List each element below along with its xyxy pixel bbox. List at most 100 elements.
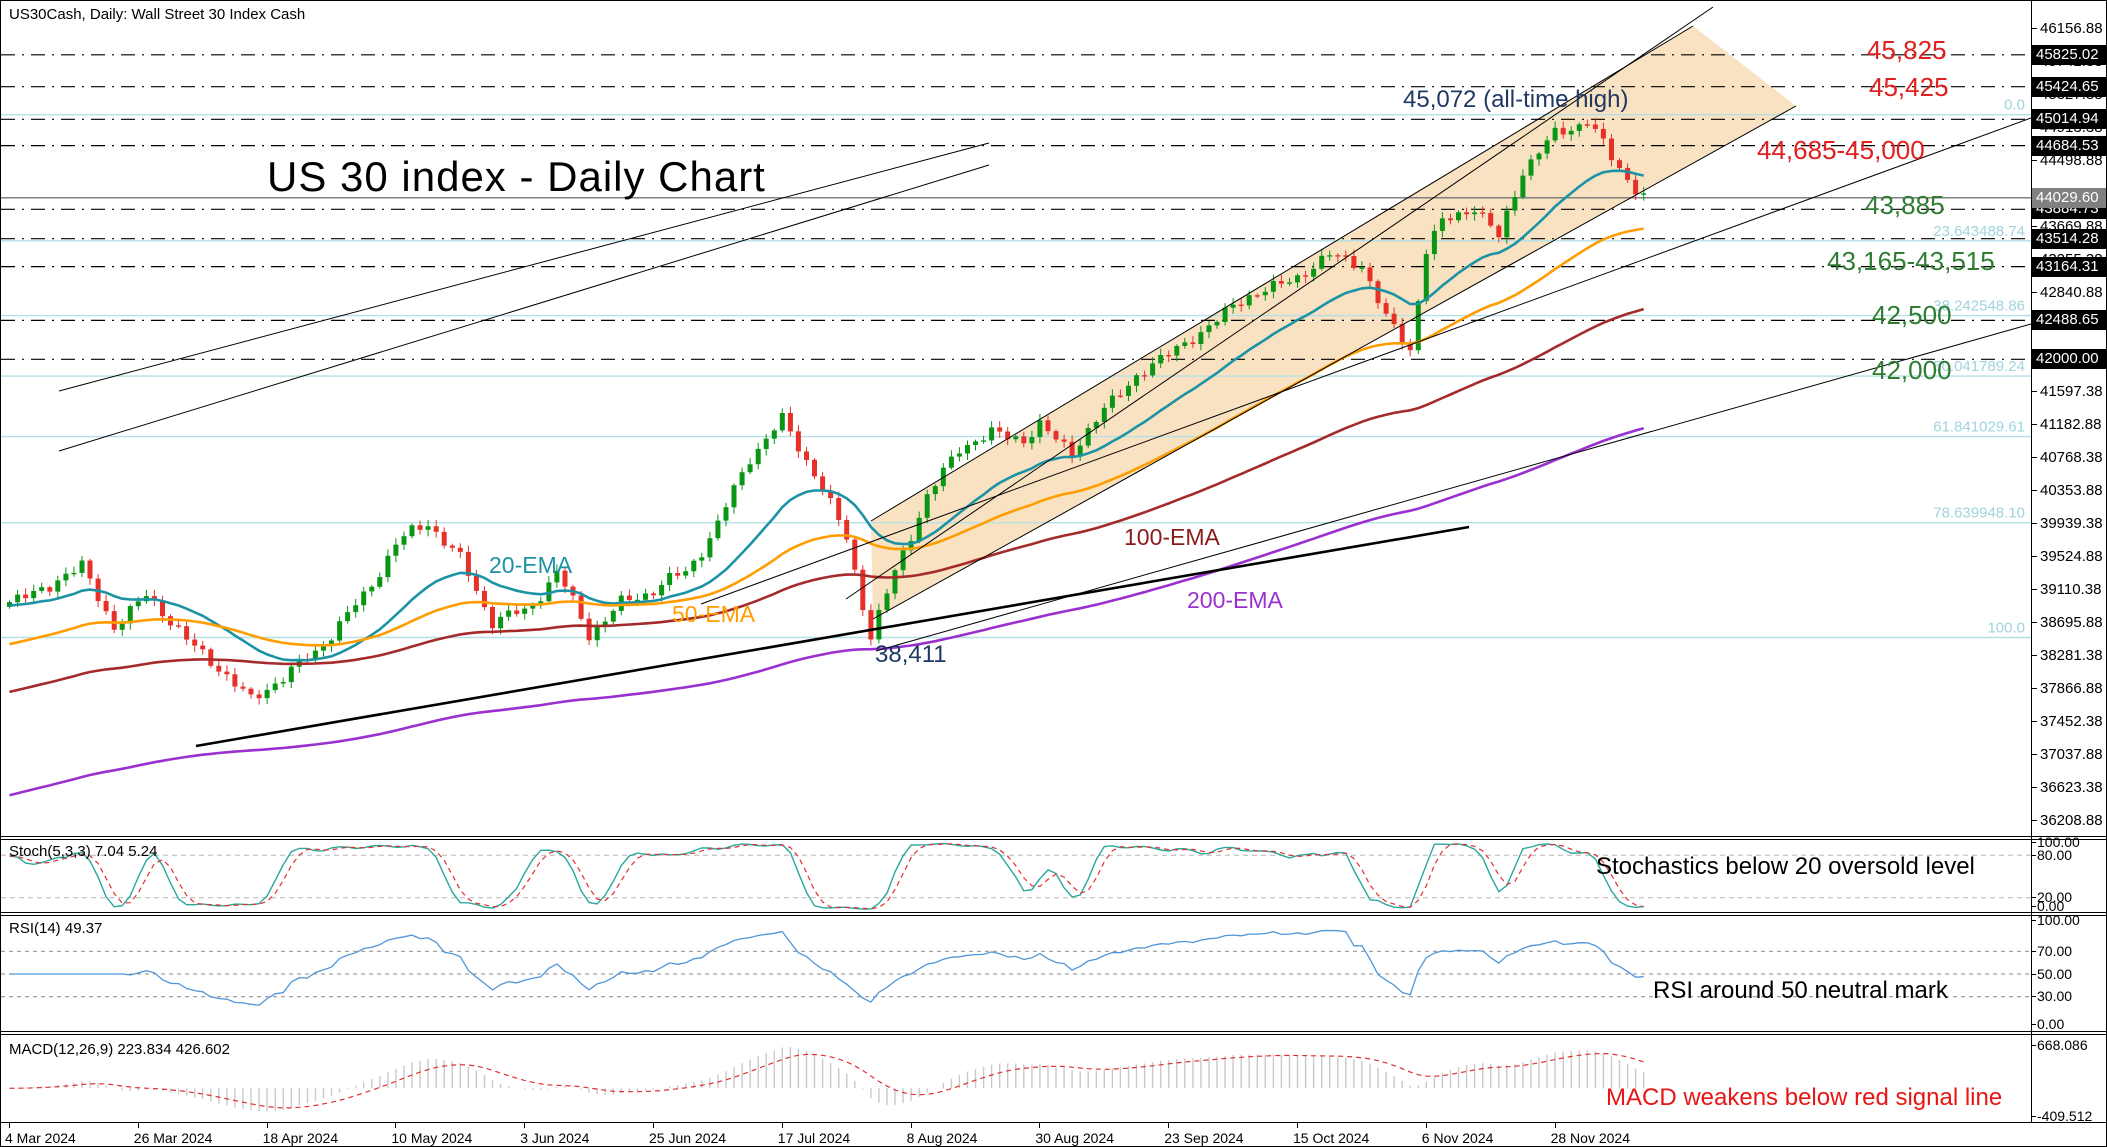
trendline[interactable] [58, 164, 990, 452]
price-tick-mark [2031, 754, 2037, 755]
trendline[interactable] [875, 323, 2031, 652]
stoch-scale-tick [2031, 855, 2036, 856]
stochastic-panel[interactable] [1, 841, 2031, 912]
rsi-line [9, 929, 1644, 1006]
price-tick-mark [2031, 226, 2037, 227]
price-badge: 45825.02 [2032, 45, 2106, 65]
fib-level-label: 50.041789.24 [1933, 358, 2025, 375]
stoch-d-line [9, 843, 1644, 910]
trendline[interactable] [870, 25, 1694, 522]
date-tick [267, 1123, 268, 1128]
price-badge: 44684.53 [2032, 136, 2106, 156]
fib-level-label: 78.639948.10 [1933, 505, 2025, 522]
date-tick [1426, 1123, 1427, 1128]
rsi-scale-tick [2031, 1024, 2036, 1025]
rsi-scale-tick [2031, 996, 2036, 997]
macd-panel[interactable] [1, 1036, 2031, 1122]
price-tick-mark [2031, 721, 2037, 722]
macd-histogram [16, 1047, 1645, 1112]
date-tick [9, 1123, 10, 1128]
panel-separator[interactable] [1, 836, 2106, 840]
ema50-label: 50-EMA [672, 601, 756, 627]
fib-level-label: 100.0 [1987, 620, 2025, 637]
rsi-panel-label: RSI(14) 49.37 [9, 920, 103, 937]
price-tick-mark [2031, 556, 2037, 557]
ema20-label: 20-EMA [489, 552, 573, 578]
price-tick-label: 36623.38 [2040, 779, 2103, 796]
price-badge: 45424.65 [2032, 77, 2106, 97]
macd-scale-label: -409.512 [2037, 1108, 2093, 1124]
main-price-chart[interactable]: 0.0 23.643488.74 38.242548.86 50.041789.24 6… [1, 1, 2031, 837]
current-price-badge: 44029.60 [2032, 188, 2106, 208]
price-tick-mark [2031, 457, 2037, 458]
price-tick-label: 39939.38 [2040, 515, 2103, 532]
trendline[interactable] [58, 142, 990, 392]
stoch-scale-label: 20.00 [2037, 889, 2073, 905]
price-tick-mark [2031, 820, 2037, 821]
price-axis-line [2031, 1, 2032, 1122]
price-tick-label: 37452.38 [2040, 713, 2103, 730]
date-label: 10 May 2024 [391, 1130, 473, 1146]
resistance-label-44685-45000: 44,685-45,000 [1757, 135, 1925, 165]
price-tick-mark [2031, 688, 2037, 689]
date-tick [524, 1123, 525, 1128]
all-time-high-annotation: 45,072 (all-time high) [1403, 86, 1629, 113]
date-tick [1039, 1123, 1040, 1128]
price-tick-mark [2031, 523, 2037, 524]
panel-separator[interactable] [1, 1031, 2106, 1035]
date-tick [911, 1123, 912, 1128]
stoch-scale-tick [2031, 897, 2036, 898]
stoch-scale-label: 0.00 [2037, 898, 2065, 914]
time-axis-line [1, 1122, 2106, 1123]
ema100-line [9, 307, 1645, 694]
date-label: 28 Nov 2024 [1550, 1130, 1630, 1146]
rsi-scale-tick [2031, 974, 2036, 975]
price-tick-mark [2031, 655, 2037, 656]
price-tick-label: 38695.88 [2040, 614, 2103, 631]
price-tick-mark [2031, 391, 2037, 392]
fib-level-label: 61.841029.61 [1933, 419, 2025, 436]
macd-note: MACD weakens below red signal line [1606, 1084, 2003, 1111]
date-label: 15 Oct 2024 [1293, 1130, 1370, 1146]
date-tick [653, 1123, 654, 1128]
rsi-scale-label: 70.00 [2037, 943, 2073, 959]
stoch-note: Stochastics below 20 oversold level [1596, 853, 1975, 880]
ema200-label: 200-EMA [1187, 587, 1283, 613]
price-tick-mark [2031, 490, 2037, 491]
macd-panel-label: MACD(12,26,9) 223.834 426.602 [9, 1041, 230, 1058]
trendline[interactable] [872, 105, 1797, 620]
price-tick-label: 39524.88 [2040, 548, 2103, 565]
date-label: 6 Nov 2024 [1421, 1130, 1494, 1146]
price-tick-label: 37866.88 [2040, 680, 2103, 697]
rsi-scale-label: 30.00 [2037, 988, 2073, 1004]
chart-symbol-header: US30Cash, Daily: Wall Street 30 Index Ca… [9, 6, 306, 23]
support-label-42000: 42,000 [1872, 355, 1952, 385]
price-tick-label: 41597.38 [2040, 383, 2103, 400]
trendline[interactable] [845, 6, 1714, 600]
trendline[interactable] [195, 525, 1470, 748]
stoch-scale-label: 80.00 [2037, 847, 2073, 863]
stoch-panel-label: Stoch(5,3,3) 7.04 5.24 [9, 843, 158, 860]
stoch-scale-tick [2031, 842, 2036, 843]
price-tick-label: 40353.88 [2040, 482, 2103, 499]
ema200-line [9, 426, 1645, 797]
date-label: 4 Mar 2024 [5, 1130, 76, 1146]
date-label: 23 Sep 2024 [1164, 1130, 1244, 1146]
date-tick [1297, 1123, 1298, 1128]
panel-separator[interactable] [1, 912, 2106, 916]
support-label-43885: 43,885 [1865, 190, 1945, 220]
support-label-42500: 42,500 [1872, 300, 1952, 330]
price-tick-label: 42840.88 [2040, 284, 2103, 301]
price-tick-mark [2031, 622, 2037, 623]
price-tick-label: 38281.38 [2040, 647, 2103, 664]
macd-scale-label: 668.086 [2037, 1037, 2088, 1053]
resistance-label-45825: 45,825 [1867, 35, 1947, 65]
rsi-panel[interactable] [1, 917, 2031, 1031]
fib-level-label: 23.643488.74 [1933, 223, 2025, 240]
stoch-scale-label: 100.00 [2037, 834, 2080, 850]
stoch-scale-tick [2031, 906, 2036, 907]
fib-level-label: 0.0 [2004, 97, 2025, 114]
trendline[interactable] [700, 117, 2031, 605]
date-label: 26 Mar 2024 [133, 1130, 213, 1146]
